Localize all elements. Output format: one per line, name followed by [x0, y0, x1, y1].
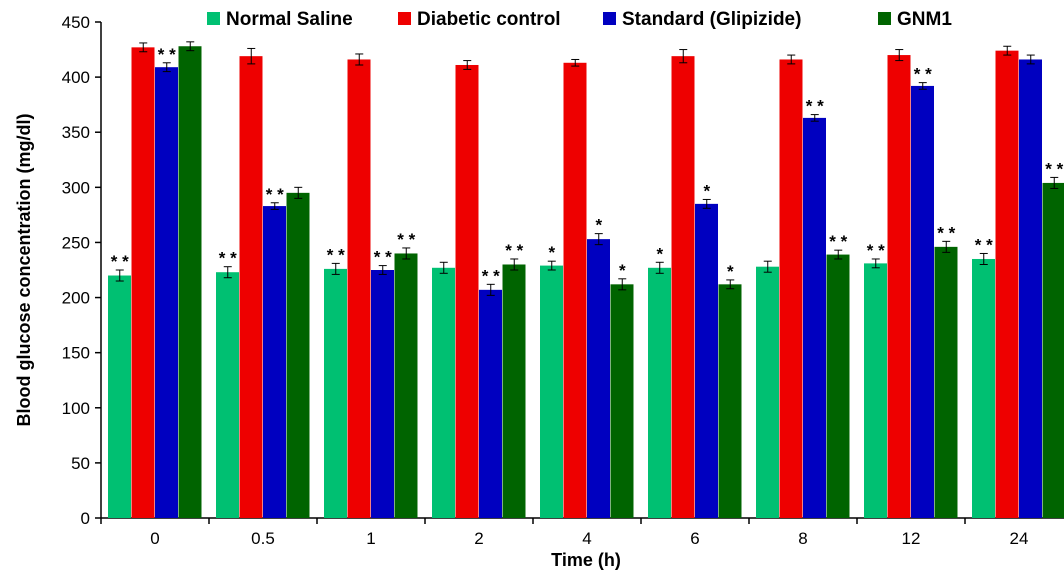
bar-diabetic-control-8 [779, 59, 803, 518]
legend-item: Diabetic control [398, 9, 561, 30]
significance-markers: * * * * * * * * * * * * * * * * * * * * * * * * * * * *… [111, 45, 1064, 286]
y-tick-label: 400 [62, 68, 90, 87]
significance-marker: * * [158, 45, 176, 64]
x-tick-label: 0 [150, 529, 159, 548]
x-tick-label: 12 [902, 529, 921, 548]
legend-label: Diabetic control [417, 9, 561, 30]
bar-gnm1-1 [394, 253, 418, 518]
bar-standard-glipizide-8 [803, 117, 826, 518]
bars [108, 46, 1064, 519]
bar-gnm1-0 [178, 46, 202, 518]
significance-marker: * * [266, 185, 284, 204]
legend-swatch [398, 12, 411, 25]
significance-marker: * * [219, 249, 237, 268]
significance-marker: * * [111, 252, 129, 271]
x-tick-label: 1 [366, 529, 375, 548]
bar-gnm1-8 [826, 254, 850, 518]
x-axis: 0 0.5 1 2 4 6 8 12 24 [100, 517, 1064, 548]
y-axis-title: Blood glucose concentration (mg/dl) [14, 113, 34, 426]
bar-standard-glipizide-0 [155, 67, 178, 519]
significance-marker: * * [829, 232, 847, 251]
significance-marker: * [703, 181, 710, 200]
significance-marker: * [656, 244, 663, 263]
bar-normal-saline-4 [540, 265, 563, 518]
y-tick-label: 250 [62, 233, 90, 252]
bar-normal-saline-2 [432, 267, 455, 518]
error-bars [115, 41, 1059, 296]
bar-normal-saline-1 [324, 268, 347, 518]
legend-item: Normal Saline [207, 9, 353, 30]
bar-normal-saline-12 [864, 263, 887, 518]
significance-marker: * * [914, 65, 932, 84]
y-tick-label: 200 [62, 289, 90, 308]
significance-marker: * [595, 216, 602, 235]
bar-normal-saline-6 [648, 267, 671, 518]
significance-marker: * [727, 262, 734, 281]
bar-normal-saline-0.5 [216, 272, 239, 518]
bar-diabetic-control-1 [347, 59, 371, 518]
legend-swatch [878, 12, 891, 25]
y-tick-label: 450 [62, 13, 90, 32]
bar-gnm1-6 [718, 284, 742, 518]
significance-marker: * [548, 243, 555, 262]
significance-marker: * * [806, 97, 824, 116]
bar-standard-glipizide-4 [587, 239, 610, 519]
y-tick-label: 150 [62, 344, 90, 363]
bar-diabetic-control-0.5 [239, 56, 263, 519]
bar-standard-glipizide-24 [1019, 59, 1042, 518]
significance-marker: * * [374, 248, 392, 267]
bar-gnm1-24 [1042, 182, 1064, 518]
bar-diabetic-control-0 [131, 47, 155, 519]
y-axis: 0 50 100 150 200 250 300 350 400 450 [62, 13, 102, 528]
bar-diabetic-control-4 [563, 62, 587, 518]
legend-label: Standard (Glipizide) [622, 9, 801, 30]
significance-marker: * * [867, 241, 885, 260]
y-tick-label: 0 [81, 509, 90, 528]
y-tick-label: 350 [62, 123, 90, 142]
x-tick-label: 4 [582, 529, 591, 548]
bar-diabetic-control-12 [887, 55, 911, 519]
legend-swatch [207, 12, 220, 25]
legend-label: GNM1 [897, 9, 952, 30]
significance-marker: * * [937, 223, 955, 242]
bar-standard-glipizide-2 [479, 289, 502, 518]
y-tick-label: 50 [71, 454, 90, 473]
x-tick-label: 8 [798, 529, 807, 548]
x-tick-label: 2 [474, 529, 483, 548]
significance-marker: * * [327, 245, 345, 264]
bar-gnm1-4 [610, 284, 634, 518]
bar-gnm1-2 [502, 264, 526, 518]
bar-standard-glipizide-12 [911, 85, 934, 518]
bar-normal-saline-8 [756, 266, 779, 518]
significance-marker: * * [397, 230, 415, 249]
bar-gnm1-12 [934, 246, 958, 518]
x-tick-label: 6 [690, 529, 699, 548]
legend-item: GNM1 [878, 9, 952, 30]
y-tick-label: 100 [62, 399, 90, 418]
bar-diabetic-control-6 [671, 56, 695, 519]
bar-diabetic-control-24 [995, 50, 1019, 518]
bar-normal-saline-0 [108, 275, 131, 518]
bar-gnm1-0.5 [286, 192, 310, 518]
x-tick-label: 24 [1010, 529, 1029, 548]
legend-item: Standard (Glipizide) [603, 9, 801, 30]
bar-standard-glipizide-0.5 [263, 206, 286, 518]
significance-marker: * * [505, 241, 523, 260]
bar-diabetic-control-2 [455, 64, 479, 518]
bar-normal-saline-24 [972, 258, 995, 518]
bar-standard-glipizide-1 [371, 270, 394, 518]
legend-label: Normal Saline [226, 9, 353, 30]
significance-marker: * * [975, 235, 993, 254]
y-tick-label: 300 [62, 178, 90, 197]
x-axis-title: Time (h) [551, 550, 621, 570]
significance-marker: * * [1045, 159, 1063, 178]
legend: Normal Saline Diabetic control Standard (G… [207, 9, 952, 30]
legend-swatch [603, 12, 616, 25]
significance-marker: * * [482, 266, 500, 285]
x-tick-label: 0.5 [251, 529, 275, 548]
significance-marker: * [619, 261, 626, 280]
bar-standard-glipizide-6 [695, 203, 718, 518]
